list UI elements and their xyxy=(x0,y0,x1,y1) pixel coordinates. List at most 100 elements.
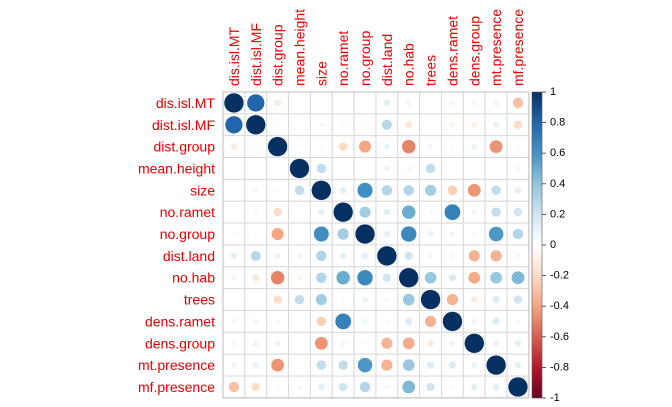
correlation-circle-dis.isl.MT-no.group xyxy=(363,100,367,105)
correlation-circle-no.ramet-dis.isl.MT xyxy=(232,210,236,214)
correlation-circle-mf.presence-size xyxy=(317,383,326,391)
grid-cell xyxy=(353,157,377,180)
correlation-circle-no.group-dist.isl.MF xyxy=(253,231,259,237)
correlation-circle-no.group-no.group xyxy=(354,223,376,245)
correlation-circle-dens.group-size xyxy=(314,336,329,351)
correlation-circle-mean.height-size xyxy=(316,163,327,174)
column-label: no.ramet xyxy=(335,31,351,86)
row-label: dist.isl.MF xyxy=(152,117,215,133)
correlation-circle-no.ramet-dist.land xyxy=(383,208,391,216)
colorbar-tick-label: -0.2 xyxy=(550,270,569,282)
correlation-circle-dist.isl.MF-no.ramet xyxy=(340,122,346,128)
row-label: no.group xyxy=(160,226,215,242)
correlation-circle-dens.group-mf.presence xyxy=(514,339,522,347)
colorbar-ticks: 1 0.8 0.6 0.4 0.2 0 -0.2 -0.4 -0.6 -0.8 -1 xyxy=(542,86,569,404)
grid-cell xyxy=(288,135,311,159)
correlation-circle-trees-dens.group xyxy=(470,295,478,304)
correlation-circle-size-dist.land xyxy=(381,184,393,197)
correlation-circle-trees-no.hab xyxy=(402,293,416,306)
column-label: trees xyxy=(423,55,439,86)
correlation-circle-size-no.hab xyxy=(403,184,415,197)
correlation-circle-dist.isl.MF-dis.isl.MT xyxy=(224,115,244,134)
correlation-circle-dist.land-trees xyxy=(427,253,434,259)
grid-cell xyxy=(288,200,311,224)
correlation-circle-dens.group-mean.height xyxy=(297,341,302,346)
grid-cell xyxy=(222,288,246,311)
colorbar-tick-label: -0.8 xyxy=(550,361,569,373)
correlation-circle-no.ramet-mf.presence xyxy=(513,207,523,217)
correlation-circle-trees-no.ramet xyxy=(340,297,346,303)
correlation-circle-dist.isl.MF-size xyxy=(318,122,325,128)
correlation-circle-dist.land-dist.group xyxy=(274,252,282,260)
row-label: dens.ramet xyxy=(145,313,215,329)
correlation-circle-size-dist.isl.MF xyxy=(253,187,259,194)
grid-cell xyxy=(222,157,246,180)
colorbar-tick-label: 0 xyxy=(550,239,556,251)
column-label: dens.group xyxy=(466,16,482,86)
correlation-circle-size-dens.group xyxy=(467,183,482,198)
correlation-circle-no.hab-no.hab xyxy=(398,267,419,288)
correlation-circle-dis.isl.MT-dens.group xyxy=(471,100,477,106)
grid-cell xyxy=(441,157,464,180)
correlation-circle-no.ramet-dens.group xyxy=(471,209,478,216)
correlation-circle-dist.land-mf.presence xyxy=(515,253,521,259)
correlation-circle-size-size xyxy=(311,180,332,201)
correlation-circle-no.ramet-dist.isl.MF xyxy=(253,209,259,215)
correlation-circle-no.group-mt.presence xyxy=(488,226,504,242)
correlation-circle-mt.presence-trees xyxy=(426,361,435,370)
correlation-circle-no.ramet-trees xyxy=(428,209,434,215)
correlation-circle-no.hab-mean.height xyxy=(296,275,303,281)
correlation-circle-dens.ramet-dist.group xyxy=(275,318,281,324)
correlation-circle-no.hab-mf.presence xyxy=(511,270,525,285)
correlation-circle-dens.group-dist.isl.MF xyxy=(252,340,260,347)
correlation-circle-mf.presence-dens.ramet xyxy=(449,384,456,390)
correlation-circle-dist.isl.MF-dens.group xyxy=(471,121,478,129)
correlation-circle-mf.presence-dist.land xyxy=(384,384,390,390)
correlation-circle-dist.group-dens.ramet xyxy=(449,144,455,150)
correlation-circle-dist.isl.MF-mf.presence xyxy=(513,120,523,130)
grid-cell xyxy=(484,157,508,180)
correlation-circle-mt.presence-dis.isl.MT xyxy=(230,362,237,369)
row-label: dis.isl.MT xyxy=(156,95,216,111)
correlation-circle-mf.presence-no.group xyxy=(359,381,371,393)
column-label: dist.group xyxy=(270,24,286,86)
correlation-circle-dist.land-mt.presence xyxy=(490,249,503,262)
correlation-circle-no.group-dens.group xyxy=(471,231,477,237)
column-label: dis.isl.MT xyxy=(226,26,242,86)
grid-cell xyxy=(244,288,268,311)
row-label: dens.group xyxy=(145,335,215,351)
correlation-circle-dens.ramet-size xyxy=(316,316,327,327)
colorbar-tick-label: 0.6 xyxy=(550,147,565,159)
correlation-circle-dis.isl.MT-no.ramet xyxy=(341,101,345,105)
grid-cell xyxy=(288,91,311,115)
correlation-circle-trees-size xyxy=(315,293,328,306)
grid-cell xyxy=(419,113,442,137)
correlation-circle-dist.land-dist.isl.MF xyxy=(250,250,262,262)
correlation-circle-dist.group-trees xyxy=(427,143,434,150)
correlation-circle-dist.land-dis.isl.MT xyxy=(230,252,238,260)
grid-cell xyxy=(288,113,311,137)
correlation-circle-no.hab-mt.presence xyxy=(489,271,503,285)
grid-cell xyxy=(309,91,333,115)
correlation-circle-mt.presence-size xyxy=(316,359,327,371)
correlation-circle-dens.ramet-no.hab xyxy=(404,317,413,326)
correlation-circle-mt.presence-dist.land xyxy=(380,359,393,372)
correlation-circle-dens.ramet-dis.isl.MT xyxy=(231,318,237,325)
correlation-circle-trees-trees xyxy=(420,289,441,310)
correlation-circle-no.group-dist.land xyxy=(383,230,391,238)
correlation-circle-dist.land-dist.land xyxy=(376,245,398,267)
correlation-circle-mt.presence-no.group xyxy=(357,357,373,373)
correlation-circle-dist.group-dist.isl.MF xyxy=(253,144,259,149)
correlation-circle-dens.group-no.group xyxy=(362,340,368,346)
correlation-circle-dis.isl.MT-dist.land xyxy=(383,99,391,107)
correlation-circle-size-dens.ramet xyxy=(447,185,458,196)
colorbar-gradient xyxy=(531,91,543,399)
correlation-circle-dist.group-mf.presence xyxy=(515,144,521,150)
row-label: dist.land xyxy=(163,248,215,264)
correlation-circle-no.group-trees xyxy=(427,230,434,238)
correlation-circle-mf.presence-dens.group xyxy=(470,383,478,391)
grid xyxy=(222,91,530,399)
colorbar-tick-label: -0.4 xyxy=(550,300,569,312)
correlation-circle-dis.isl.MT-dis.isl.MT xyxy=(223,92,245,114)
